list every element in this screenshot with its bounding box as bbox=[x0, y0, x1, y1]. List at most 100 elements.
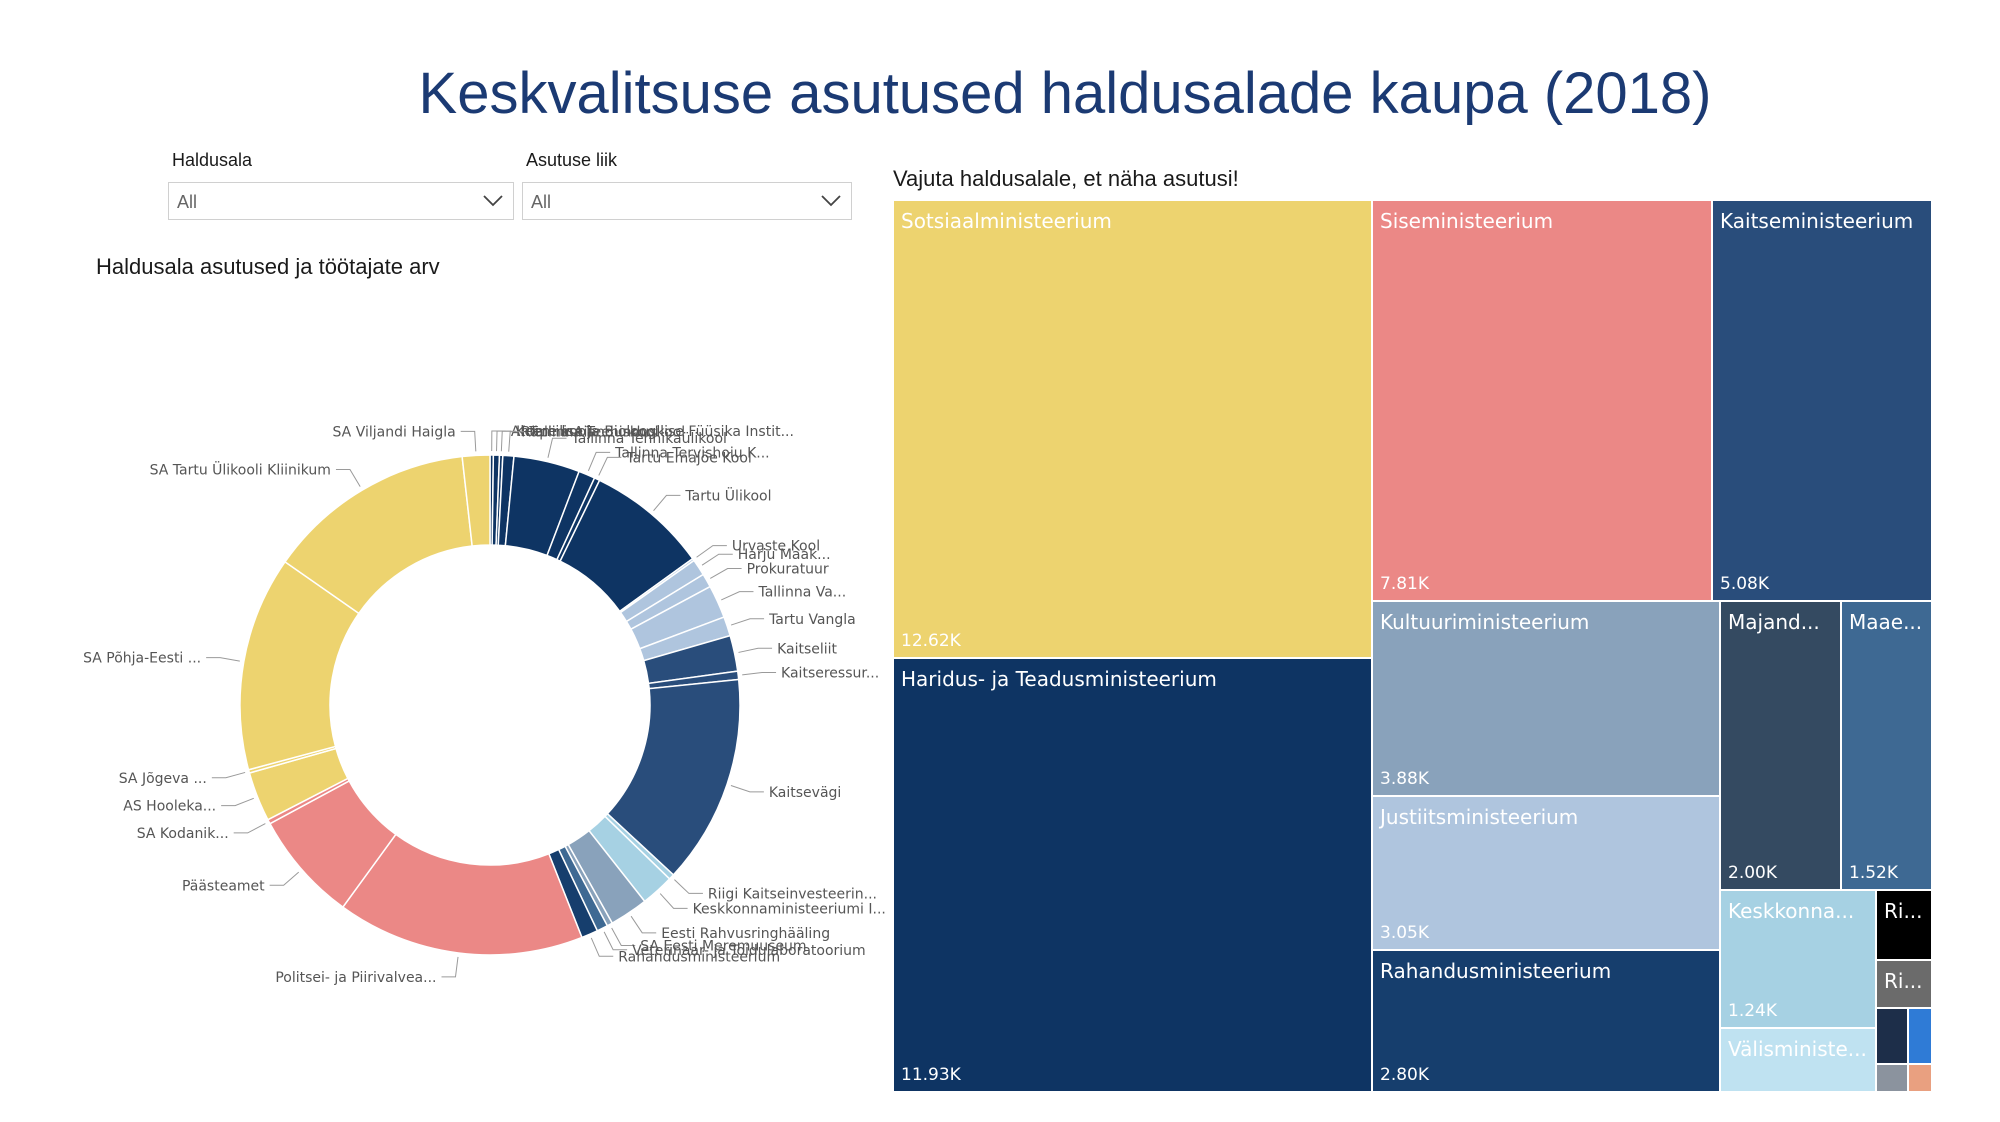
filter-haldusala-label: Haldusala bbox=[172, 150, 253, 170]
donut-label: Veterinaar- ja Toidulaboratoorium bbox=[632, 943, 866, 959]
donut-label: Harju Maak... bbox=[738, 547, 831, 563]
treemap-cell-value: 3.88K bbox=[1380, 769, 1429, 789]
treemap-cell-label: Keskkonna... bbox=[1728, 899, 1855, 923]
page-title: Keskvalitsuse asutused haldusalade kaupa… bbox=[418, 61, 1712, 126]
donut-leader-line bbox=[659, 893, 688, 909]
treemap-cell-value: 12.62K bbox=[901, 631, 961, 651]
treemap-cell-label: Ri... bbox=[1884, 969, 1923, 993]
treemap-cell-kaitseministeerium[interactable]: Kaitseministeerium 5.08K bbox=[1712, 200, 1932, 601]
donut-leader-line bbox=[730, 785, 764, 793]
donut-label: SA Viljandi Haigla bbox=[333, 424, 456, 440]
donut-label: Tartu Vangla bbox=[768, 612, 856, 628]
donut-leader-line bbox=[630, 915, 657, 934]
treemap-cell-label: Sotsiaalministeerium bbox=[901, 209, 1112, 233]
treemap-cell-label: Ri... bbox=[1884, 899, 1923, 923]
donut-label: Urvaste Kool bbox=[732, 539, 820, 555]
donut-label: Tallinna Tehnikaülikool bbox=[571, 431, 727, 447]
treemap-cell-ri[interactable]: Ri... bbox=[1876, 960, 1932, 1008]
donut-label: Räpina Aianduskool bbox=[521, 424, 658, 440]
donut-label: Kaitsevägi bbox=[769, 785, 841, 801]
donut-leader-line bbox=[710, 568, 742, 579]
donut-label: Kaitseressur... bbox=[781, 665, 879, 681]
donut-leader-line bbox=[598, 456, 622, 476]
donut-label: Eesti Rahvusringhääling bbox=[661, 926, 830, 942]
donut-label: SA Põhja-Eesti ... bbox=[83, 651, 201, 667]
treemap-cell-haridus-ja-teadusministeerium[interactable]: Haridus- ja Teadusministeerium 11.93K bbox=[893, 658, 1372, 1092]
treemap-cell-justiitsministeerium[interactable]: Justiitsministeerium 3.05K bbox=[1372, 796, 1720, 950]
donut-label: Politsei- ja Piirivalvea... bbox=[275, 970, 436, 986]
treemap-cell-label: Majand... bbox=[1728, 610, 1820, 634]
donut-leader-line bbox=[508, 431, 525, 452]
filter-asutuse-liik-value: All bbox=[531, 192, 552, 212]
filter-asutuse-liik-label: Asutuse liik bbox=[526, 150, 618, 170]
donut-leader-line bbox=[730, 618, 765, 626]
treemap-cell-label: Kaitseministeerium bbox=[1720, 209, 1914, 233]
donut-leader-line bbox=[721, 591, 754, 601]
donut-leader-line bbox=[221, 797, 254, 807]
donut-label: Keskkonnaministeeriumi I... bbox=[693, 901, 886, 917]
treemap-cell-value: 3.05K bbox=[1380, 923, 1429, 943]
treemap-cell-label: Haridus- ja Teadusministeerium bbox=[901, 667, 1217, 691]
donut-leader-line bbox=[603, 931, 628, 951]
filter-haldusala-dropdown[interactable]: All bbox=[168, 182, 514, 220]
treemap-cell-majand[interactable]: Majand... 2.00K bbox=[1720, 601, 1841, 890]
treemap-cell-label: Välisministe... bbox=[1728, 1037, 1867, 1061]
treemap-cell-sotsiaalministeerium[interactable]: Sotsiaalministeerium 12.62K bbox=[893, 200, 1372, 658]
donut-label: Tallinna Teeninduskool bbox=[528, 425, 685, 441]
treemap-cell-label: Kultuuriministeerium bbox=[1380, 610, 1590, 634]
donut-label: Keemilise ja Bioloogilise Füüsika Instit… bbox=[516, 424, 794, 440]
donut-label: AS Hooleka... bbox=[123, 799, 216, 815]
treemap-cell-value: 5.08K bbox=[1720, 574, 1769, 594]
treemap-cell-value: 2.80K bbox=[1380, 1065, 1429, 1085]
treemap-cell-small[interactable] bbox=[1908, 1064, 1932, 1092]
filter-haldusala-value: All bbox=[177, 192, 198, 212]
donut-slice-sa-viljandi-haigla[interactable] bbox=[461, 454, 491, 547]
treemap-cell-ri[interactable]: Ri... bbox=[1876, 890, 1932, 960]
donut-label: Tartu Emajõe Kool bbox=[625, 450, 751, 466]
treemap-cell-maae[interactable]: Maae... 1.52K bbox=[1841, 601, 1932, 890]
donut-label: SA Jõgeva ... bbox=[119, 771, 207, 787]
donut-leader-line bbox=[590, 937, 614, 957]
treemap-cell-rahandusministeerium[interactable]: Rahandusministeerium 2.80K bbox=[1372, 950, 1720, 1092]
treemap-cell-small[interactable] bbox=[1908, 1008, 1932, 1064]
treemap-cell-siseministeerium[interactable]: Siseministeerium 7.81K bbox=[1372, 200, 1712, 601]
donut-label: SA Tartu Ülikooli Kliinikum bbox=[150, 460, 331, 478]
donut-leader-line bbox=[696, 545, 727, 558]
donut-label: Riigi Kaitseinvesteerin... bbox=[708, 886, 877, 902]
donut-leader-line bbox=[441, 956, 459, 978]
donut-label: Prokuratuur bbox=[747, 562, 829, 578]
donut-leader-line bbox=[269, 871, 300, 886]
treemap-cell-small[interactable] bbox=[1876, 1008, 1908, 1064]
chevron-down-icon bbox=[483, 195, 503, 207]
treemap-cell-value: 11.93K bbox=[901, 1065, 961, 1085]
donut-leader-line bbox=[491, 430, 506, 452]
donut-chart-title: Haldusala asutused ja töötajate arv bbox=[96, 254, 440, 279]
donut-leader-line bbox=[701, 553, 733, 566]
donut-leader-line bbox=[335, 468, 361, 487]
treemap-cell-value: 7.81K bbox=[1380, 574, 1429, 594]
donut-leader-line bbox=[206, 657, 240, 662]
donut-label: SA Kodanik... bbox=[137, 826, 229, 842]
donut-leader-line bbox=[653, 494, 681, 511]
donut-label: Rahandusministeerium bbox=[618, 949, 780, 965]
donut-leader-line bbox=[211, 771, 246, 779]
treemap-cell-valisministe[interactable]: Välisministe... bbox=[1720, 1028, 1876, 1092]
treemap-cell-value: 1.52K bbox=[1849, 863, 1898, 883]
donut-label: SA Eesti Meremuuseum bbox=[640, 939, 806, 955]
treemap-cell-small[interactable] bbox=[1876, 1064, 1908, 1092]
treemap-chart-title: Vajuta haldusalale, et näha asutusi! bbox=[893, 166, 1239, 191]
donut-leader-line bbox=[742, 671, 777, 676]
filter-asutuse-liik-dropdown[interactable]: All bbox=[522, 182, 852, 220]
donut-label: Tallinna Va... bbox=[757, 585, 846, 601]
treemap-cell-keskkonna[interactable]: Keskkonna... 1.24K bbox=[1720, 890, 1876, 1028]
treemap-cell-kultuuriministeerium[interactable]: Kultuuriministeerium 3.88K bbox=[1372, 601, 1720, 796]
donut-label: Tallinna Tervishoiu K... bbox=[614, 445, 769, 461]
donut-leader-line bbox=[547, 437, 567, 458]
treemap-cell-label: Justiitsministeerium bbox=[1380, 805, 1579, 829]
donut-label: Tartu Ülikool bbox=[684, 486, 771, 504]
donut-leader-line bbox=[587, 451, 611, 472]
donut-leader-line bbox=[674, 879, 703, 894]
donut-leader-line bbox=[738, 647, 773, 653]
treemap-cell-label: Maae... bbox=[1849, 610, 1923, 634]
donut-label: Kaitseliit bbox=[777, 641, 837, 657]
